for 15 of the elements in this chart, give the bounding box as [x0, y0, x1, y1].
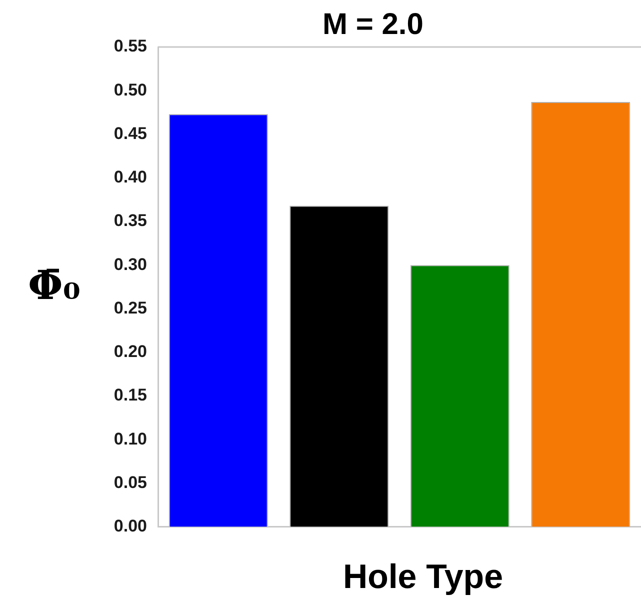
- y-tick-label: 0.40: [114, 168, 147, 187]
- y-tick-label: 0.50: [114, 80, 147, 100]
- y-tick-label: 0.25: [114, 298, 147, 318]
- y-tick-label: 0.10: [114, 429, 147, 448]
- y-tick-label: 0.00: [114, 516, 147, 536]
- y-axis-title: Φ̄₀: [28, 262, 80, 309]
- x-axis-title: Hole Type: [342, 558, 504, 597]
- y-tick-label: 0.35: [114, 211, 147, 230]
- y-tick-label: 0.45: [114, 124, 147, 143]
- y-tick-label: 0.05: [114, 472, 147, 492]
- chart-title: M = 2.0: [322, 8, 424, 42]
- y-tick-label: 0.15: [114, 386, 147, 405]
- y-tick-label: 0.55: [114, 36, 147, 56]
- y-tick-label: 0.20: [114, 342, 147, 362]
- y-tick-label: 0.30: [114, 254, 147, 274]
